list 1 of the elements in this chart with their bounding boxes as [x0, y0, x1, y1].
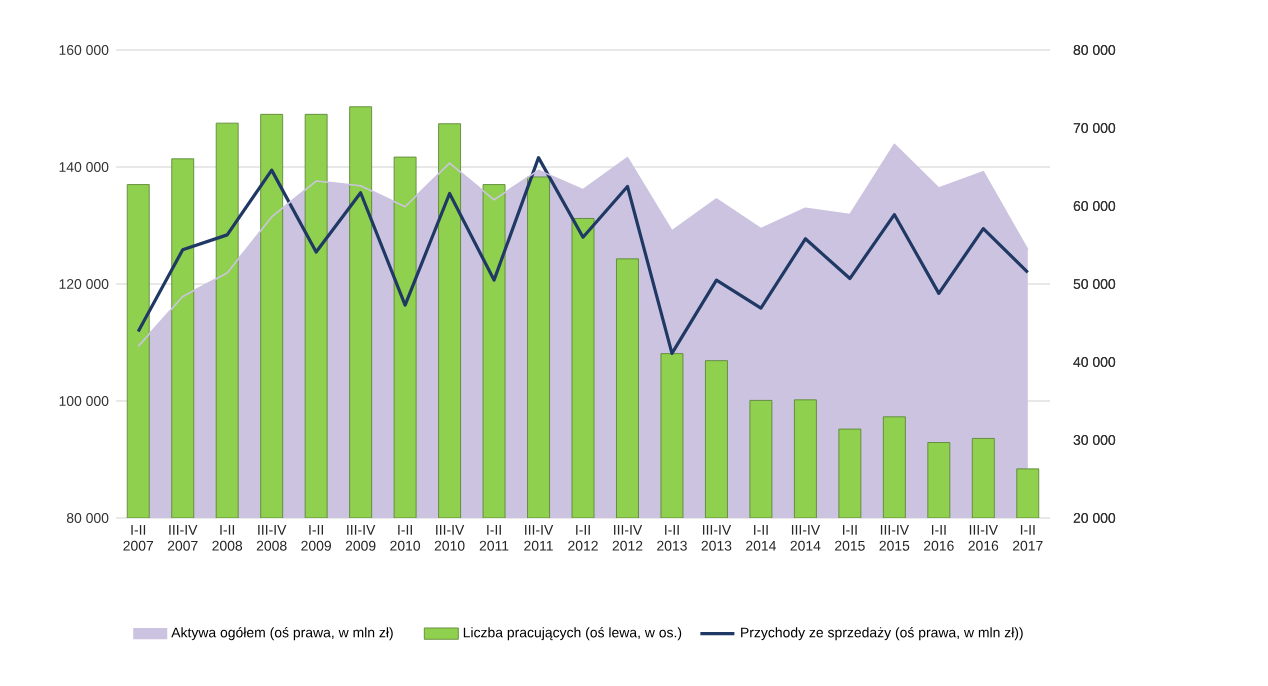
- line-series: [136, 156, 1030, 356]
